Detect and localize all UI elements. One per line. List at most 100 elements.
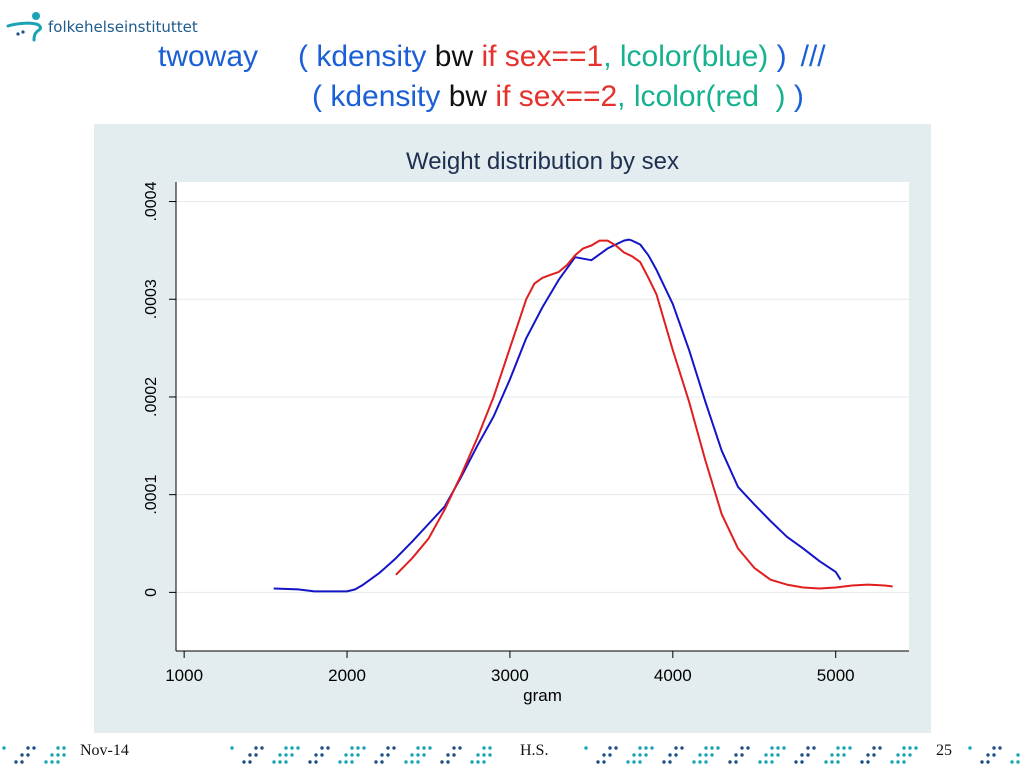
decor-dot (290, 753, 294, 757)
decor-dot (320, 746, 324, 750)
decor-dot (26, 746, 30, 750)
decor-dot (728, 760, 732, 764)
decor-dot (356, 753, 360, 757)
footer-date: Nov-14 (80, 742, 129, 759)
command-condition: sex==1 (496, 40, 604, 73)
decor-dot (902, 753, 906, 757)
decor-dot (242, 760, 246, 764)
logo: folkehelseinstituttet (6, 10, 198, 44)
decor-dot (674, 746, 678, 750)
decor-dot (764, 753, 768, 757)
command-option: , lcolor(red ) (617, 80, 786, 113)
decor-dot (20, 760, 24, 764)
footer-dots-middle-right (584, 746, 918, 764)
decor-dot (710, 746, 714, 750)
decor-dot (410, 753, 414, 757)
decor-dot (668, 760, 672, 764)
decor-dot (830, 760, 834, 764)
logo-text: folkehelseinstituttet (48, 18, 198, 36)
decor-dot (314, 760, 318, 764)
decor-dot (272, 760, 276, 764)
decor-dot (230, 746, 234, 750)
decor-dot (2, 746, 6, 750)
decor-dot (644, 753, 648, 757)
decor-dot (56, 746, 60, 750)
decor-dot (488, 746, 492, 750)
decor-dot (806, 753, 810, 757)
decor-dot (50, 760, 54, 764)
decor-dot (710, 753, 714, 757)
decor-dot (836, 760, 840, 764)
decor-dot (806, 746, 810, 750)
decor-dot (380, 760, 384, 764)
decor-dot (626, 760, 630, 764)
decor-dot (602, 753, 606, 757)
decor-dot (776, 753, 780, 757)
x-tick-label: 4000 (654, 666, 692, 685)
decor-dot (278, 760, 282, 764)
command-keyword: twoway (158, 40, 259, 73)
decor-dot (716, 746, 720, 750)
decor-dot (632, 760, 636, 764)
decor-dot (260, 746, 264, 750)
decor-dot (470, 760, 474, 764)
decor-dot (830, 753, 834, 757)
decor-dot (740, 753, 744, 757)
decor-dot (704, 753, 708, 757)
y-tick-label: 0 (143, 588, 160, 597)
decor-dot (998, 746, 1002, 750)
decor-dot (320, 753, 324, 757)
command-open: ( kdensity (312, 80, 441, 113)
decor-dot (374, 760, 378, 764)
decor-dot (902, 760, 906, 764)
decor-dot (638, 746, 642, 750)
decor-dot (914, 746, 918, 750)
decor-dot (968, 746, 972, 750)
decor-dot (584, 746, 588, 750)
decor-dot (476, 753, 480, 757)
decor-dot (848, 746, 852, 750)
x-axis-label: gram (523, 686, 562, 705)
decor-dot (836, 753, 840, 757)
decor-dot (344, 760, 348, 764)
command-continuation: /// (800, 40, 826, 73)
decor-dot (482, 760, 486, 764)
footer-dots-left (2, 746, 66, 764)
x-tick-label: 3000 (491, 666, 529, 685)
command-line-2: ( kdensity bw if sex==2, lcolor(red ) ) (312, 80, 804, 114)
decor-dot (638, 760, 642, 764)
decor-dot (20, 753, 24, 757)
x-tick-label: 2000 (328, 666, 366, 685)
decor-dot (740, 746, 744, 750)
decor-dot (482, 753, 486, 757)
decor-dot (992, 753, 996, 757)
decor-dot (380, 753, 384, 757)
decor-dot (986, 760, 990, 764)
decor-dot (452, 753, 456, 757)
command-if: if (473, 40, 497, 73)
command-condition: sex==2 (510, 80, 618, 113)
decor-dot (386, 753, 390, 757)
decor-dot (422, 753, 426, 757)
decor-dot (872, 746, 876, 750)
decor-dot (986, 753, 990, 757)
decor-dot (452, 746, 456, 750)
decor-dot (290, 746, 294, 750)
decor-dot (668, 753, 672, 757)
decor-dot (770, 753, 774, 757)
x-tick-label: 1000 (165, 666, 203, 685)
decor-dot (770, 760, 774, 764)
decor-dot (404, 760, 408, 764)
decor-dot (860, 760, 864, 764)
command-line-1: twoway ( kdensity bw if sex==1, lcolor(bl… (158, 40, 826, 74)
decor-dot (284, 746, 288, 750)
decor-dot (680, 746, 684, 750)
decor-dot (386, 746, 390, 750)
decor-dot (674, 753, 678, 757)
decor-dot (890, 760, 894, 764)
decor-dot (284, 753, 288, 757)
y-tick-label: .0002 (143, 377, 160, 417)
decor-dot (356, 746, 360, 750)
decor-dot (62, 746, 66, 750)
decor-dot (812, 746, 816, 750)
